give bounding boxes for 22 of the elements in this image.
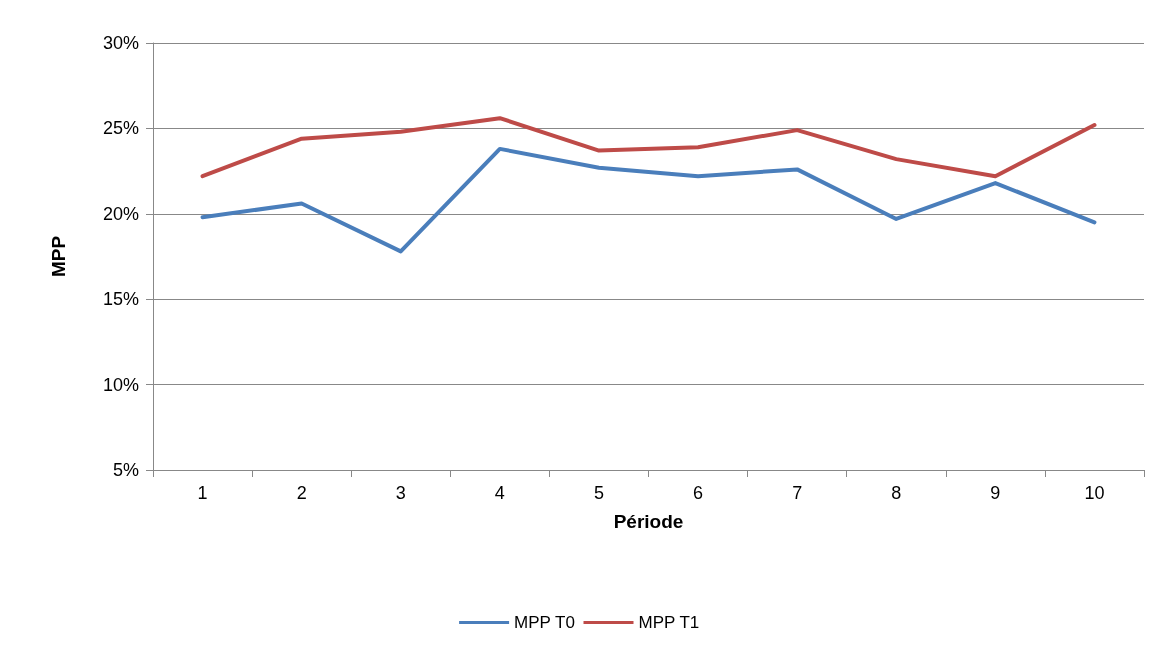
x-tick-label: 3 bbox=[395, 483, 406, 503]
y-tick-label: 30% bbox=[102, 33, 139, 53]
line-series bbox=[200, 146, 1097, 254]
x-tick-label: 7 bbox=[792, 483, 803, 503]
x-tick-label: 4 bbox=[494, 483, 505, 503]
legend-label: MPP T1 bbox=[638, 613, 700, 632]
x-tick-label: 8 bbox=[891, 483, 902, 503]
x-tick-label: 1 bbox=[197, 483, 208, 503]
y-axis-title: MPP bbox=[48, 235, 69, 278]
x-tick-label: 10 bbox=[1084, 483, 1105, 503]
x-axis-title: Période bbox=[613, 511, 684, 532]
x-tick-label: 5 bbox=[593, 483, 604, 503]
y-tick-label: 5% bbox=[112, 460, 139, 480]
y-tick-label: 25% bbox=[102, 118, 139, 139]
x-tick-label: 2 bbox=[296, 483, 307, 503]
x-tick-label: 6 bbox=[693, 483, 704, 503]
y-tick-label: 10% bbox=[102, 374, 139, 395]
x-tick-label: 9 bbox=[990, 483, 1001, 503]
line-series bbox=[200, 116, 1097, 179]
y-tick-label: 15% bbox=[102, 289, 139, 310]
legend-label: MPP T0 bbox=[514, 613, 575, 632]
y-tick-label: 20% bbox=[102, 203, 139, 224]
